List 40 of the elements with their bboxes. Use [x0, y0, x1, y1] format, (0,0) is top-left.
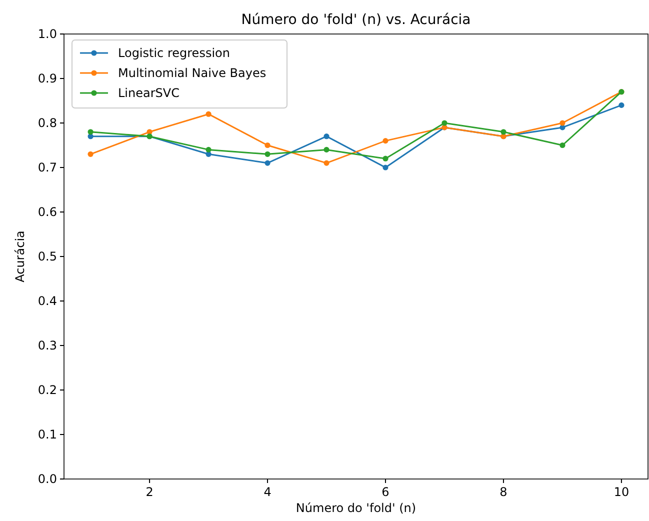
x-tick-label: 10: [614, 485, 630, 499]
point: [88, 151, 94, 157]
x-tick-label: 8: [500, 485, 508, 499]
x-tick-label: 6: [382, 485, 390, 499]
legend-label: Multinomial Naive Bayes: [118, 66, 266, 80]
point: [618, 102, 624, 108]
legend-label: Logistic regression: [118, 46, 230, 60]
point: [88, 129, 94, 135]
point: [442, 120, 448, 126]
point: [500, 129, 506, 135]
point: [560, 120, 566, 126]
point: [206, 111, 212, 117]
x-axis-title: Número do 'fold' (n): [296, 501, 416, 515]
point: [264, 151, 270, 157]
point: [560, 142, 566, 148]
y-tick-label: 1.0: [38, 27, 57, 42]
y-tick-label: 0.6: [38, 205, 57, 220]
y-tick-label: 0.9: [38, 72, 57, 86]
y-tick-label: 0.4: [38, 294, 57, 308]
y-tick-label: 0.5: [38, 250, 57, 264]
chart-title: Número do 'fold' (n) vs. Acurácia: [241, 12, 471, 28]
legend-label: LinearSVC: [118, 86, 180, 100]
point: [382, 138, 388, 144]
y-tick-label: 0.7: [38, 160, 57, 175]
y-tick-label: 0.8: [38, 116, 57, 130]
point: [264, 160, 270, 166]
point: [264, 142, 270, 148]
point: [324, 134, 330, 140]
y-axis-title: Acurácia: [13, 230, 27, 282]
point: [324, 160, 330, 166]
point: [382, 164, 388, 170]
y-tick-label: 0.3: [38, 338, 57, 353]
x-tick-label: 2: [146, 485, 154, 499]
y-tick-label: 0.2: [38, 383, 57, 398]
y-tick-label: 0.1: [38, 428, 57, 442]
point: [206, 146, 212, 152]
y-tick-label: 0.0: [38, 472, 57, 486]
point: [382, 156, 388, 162]
x-tick-label: 4: [264, 485, 272, 499]
point: [324, 146, 330, 152]
